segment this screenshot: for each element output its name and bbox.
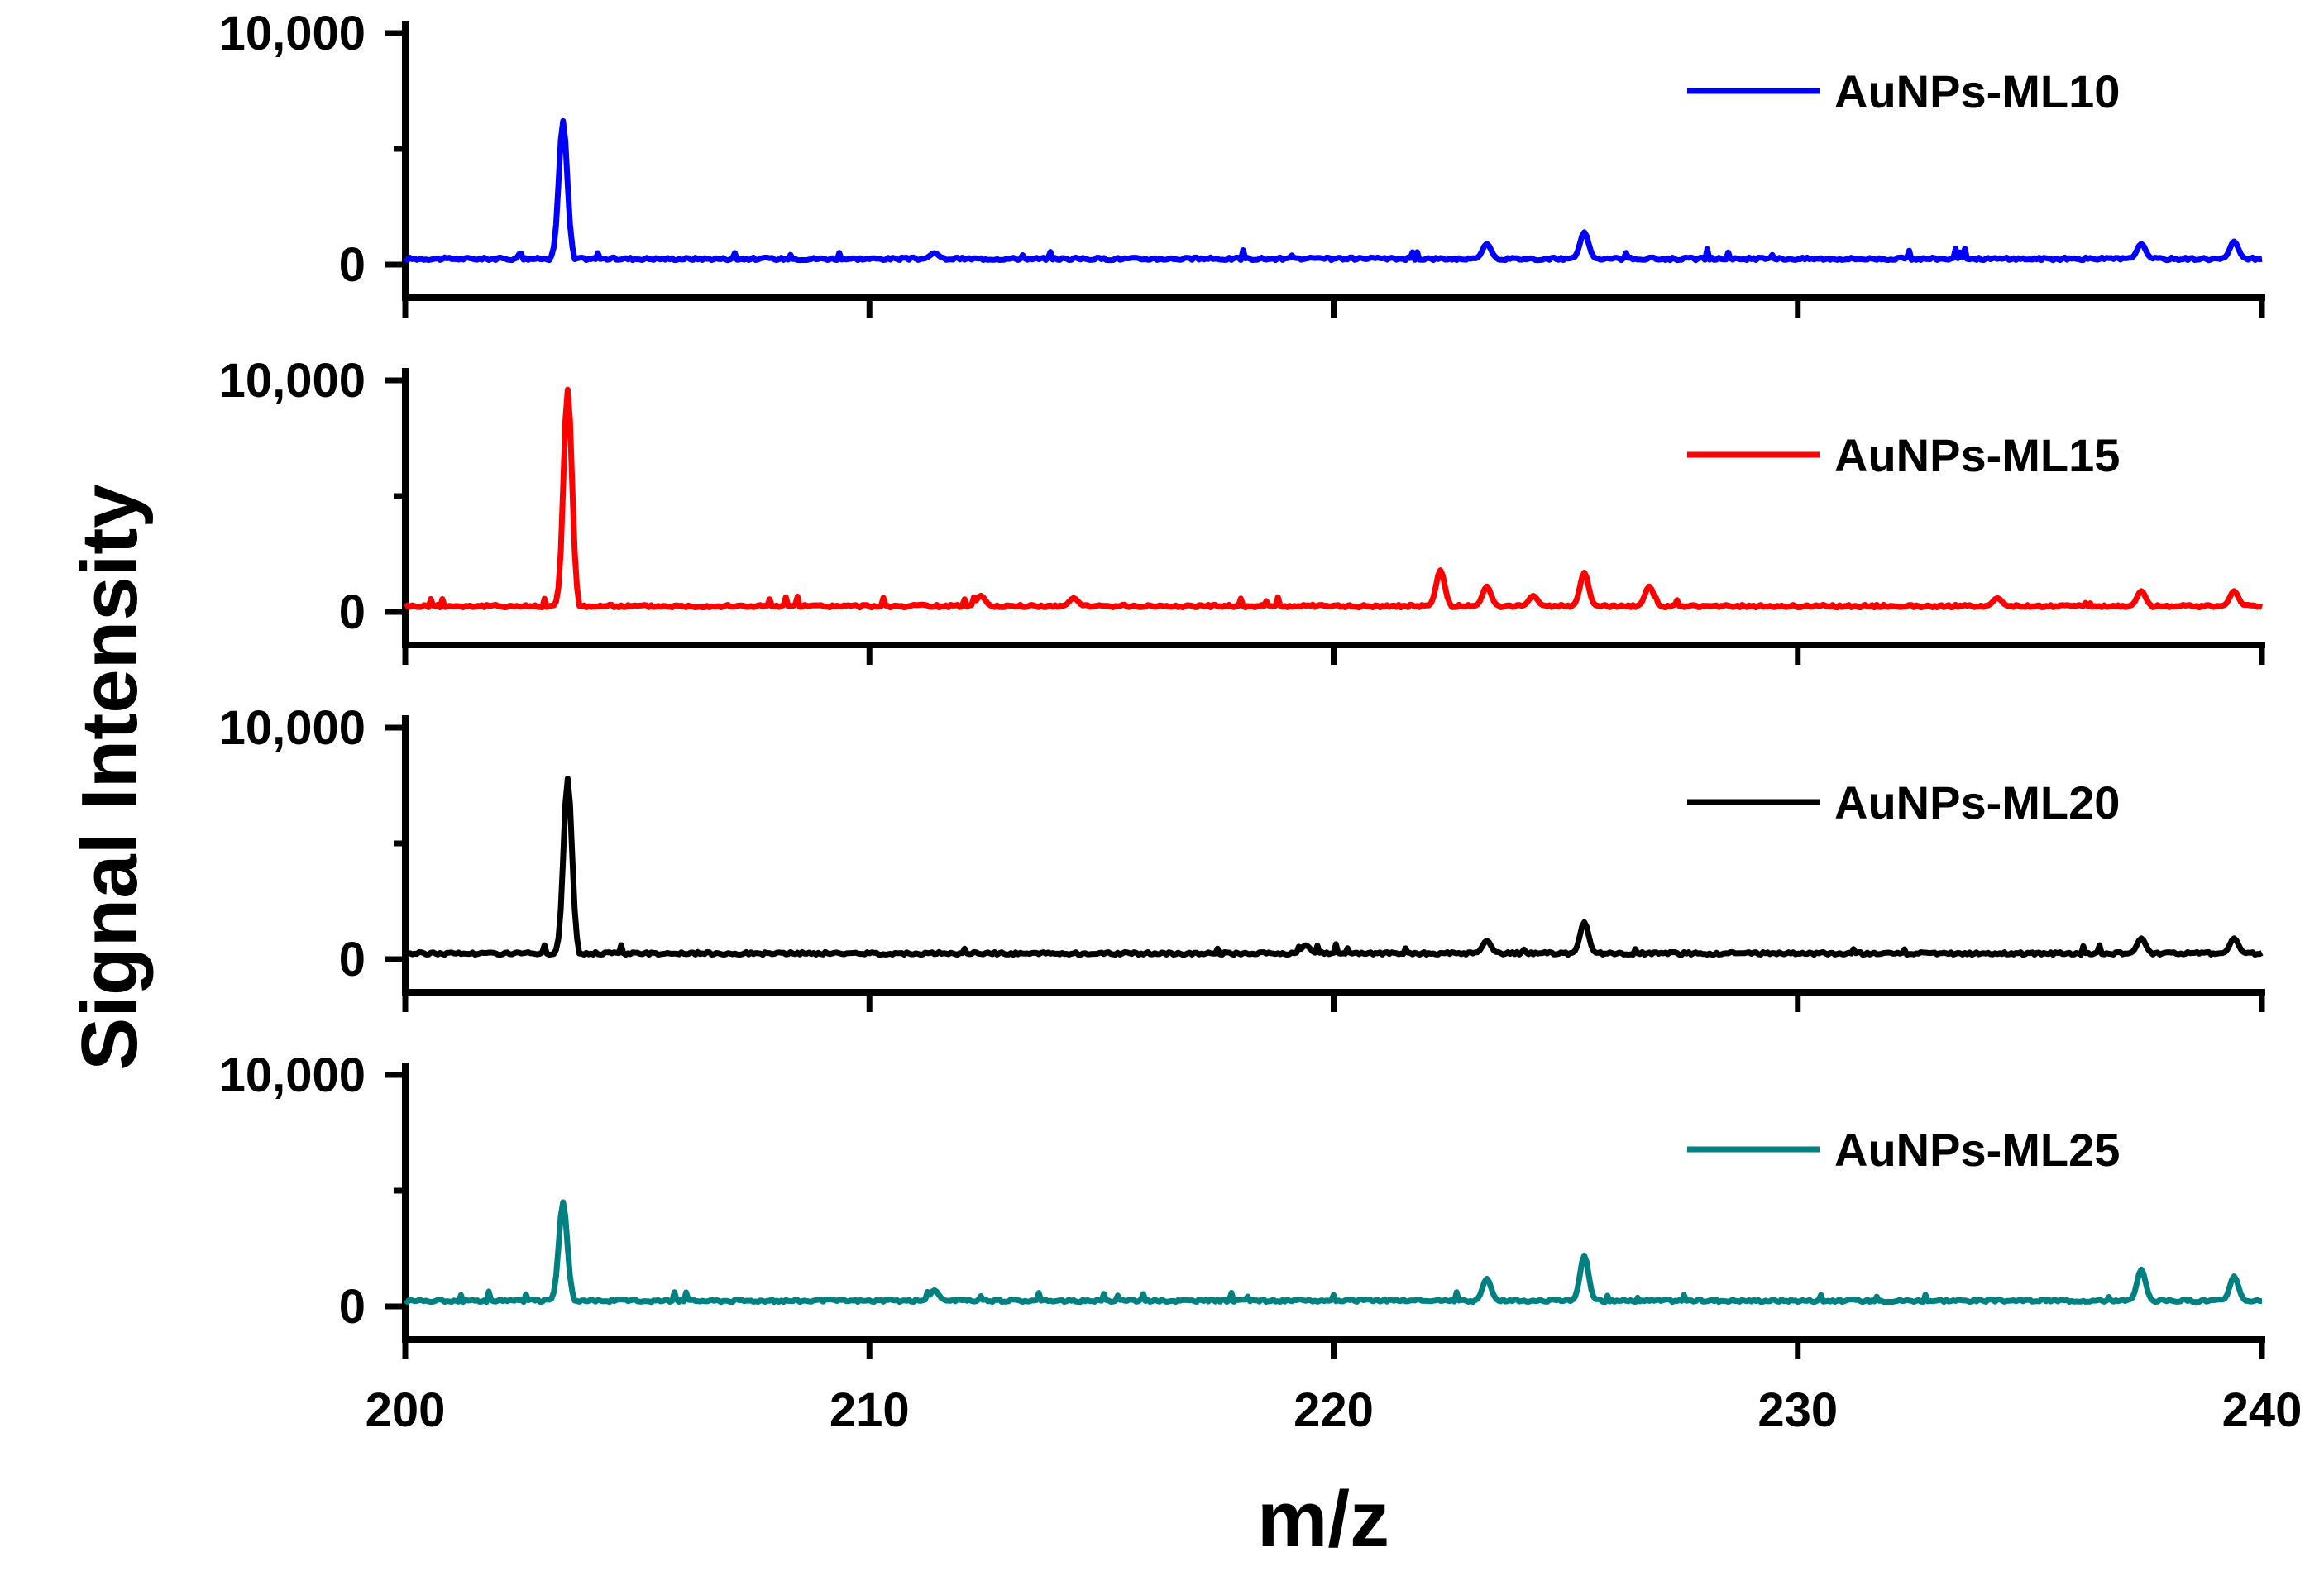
- panel-aunps-ml15: 0 10,000 AuNPs-ML15: [219, 354, 2265, 665]
- y-tick-label: 10,000: [219, 7, 366, 60]
- panels: 0 10,000 AuNPs-ML10 0 10,000 AuNPs-ML15 0 10,00…: [219, 7, 2265, 1359]
- x-axis-title: m/z: [1257, 1475, 1389, 1564]
- y-tick-label: 10,000: [219, 701, 366, 755]
- x-axis-tick-labels: 200 210 220 230 240: [366, 1383, 2302, 1437]
- y-tick-label: 0: [339, 585, 366, 639]
- y-tick-label: 10,000: [219, 1048, 366, 1102]
- series-line-aunps-ml20: [404, 776, 2264, 958]
- series-line-aunps-ml25: [404, 1199, 2263, 1306]
- x-tick-label: 230: [1757, 1383, 1838, 1437]
- legend-label: AuNPs-ML20: [1834, 776, 2120, 829]
- legend-label: AuNPs-ML10: [1834, 65, 2120, 117]
- series-line-aunps-ml15: [403, 386, 2264, 611]
- x-tick-label: 210: [830, 1383, 910, 1437]
- legend-label: AuNPs-ML15: [1834, 429, 2120, 481]
- panel-aunps-ml25: 0 10,000 AuNPs-ML25: [219, 1048, 2265, 1359]
- x-tick-label: 220: [1294, 1383, 1374, 1437]
- y-tick-label: 0: [339, 1280, 366, 1334]
- x-tick-label: 200: [366, 1383, 446, 1437]
- panel-aunps-ml10: 0 10,000 AuNPs-ML10: [219, 7, 2265, 318]
- y-tick-label: 0: [339, 933, 366, 986]
- series-line-aunps-ml10: [403, 117, 2263, 264]
- y-axis-title: Signal Intensity: [65, 484, 154, 1070]
- y-tick-label: 0: [339, 238, 366, 292]
- y-tick-label: 10,000: [219, 354, 366, 408]
- x-tick-label: 240: [2222, 1383, 2302, 1437]
- panel-aunps-ml20: 0 10,000 AuNPs-ML20: [219, 701, 2265, 1012]
- legend-label: AuNPs-ML25: [1834, 1124, 2120, 1176]
